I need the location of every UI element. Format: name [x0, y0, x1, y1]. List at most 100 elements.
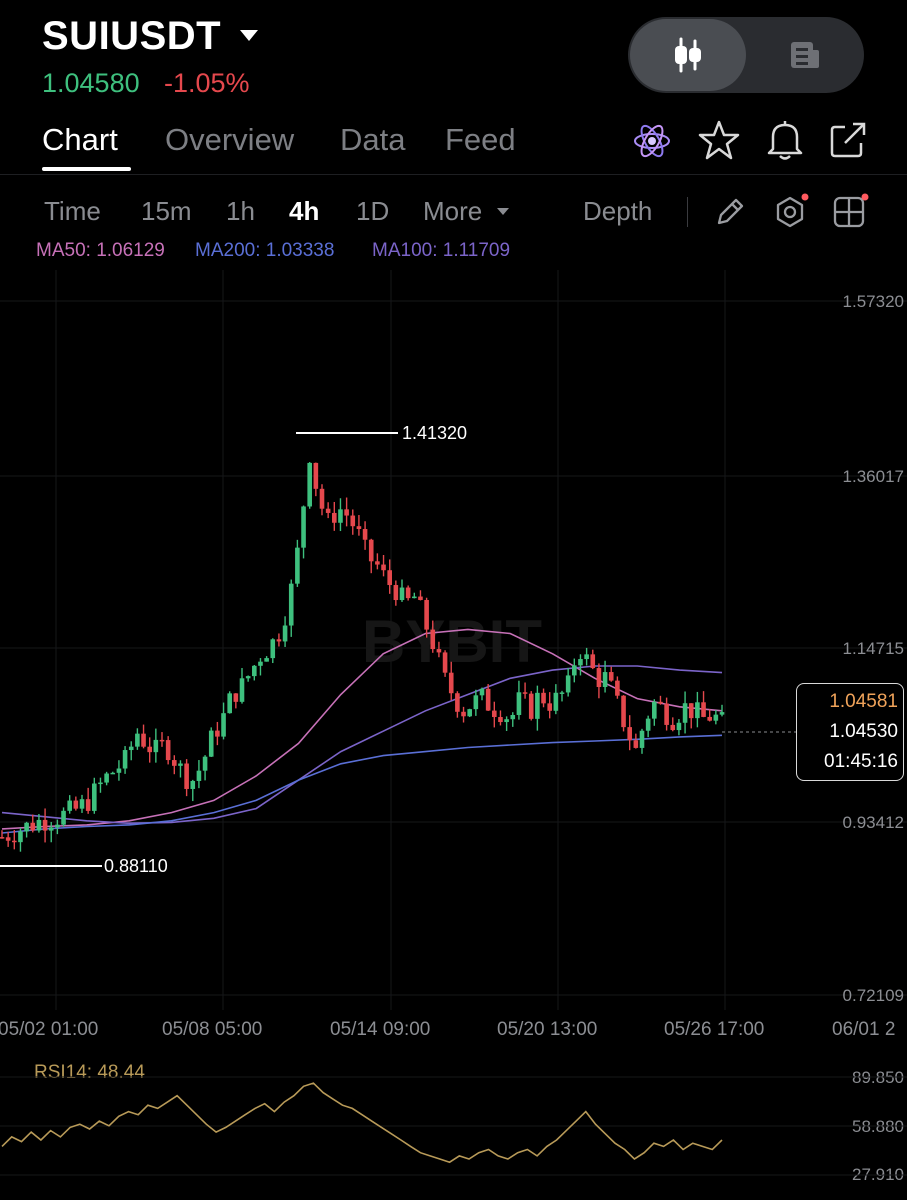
candle — [387, 559, 392, 594]
candle — [184, 759, 189, 797]
timeframe-1d[interactable]: 1D — [356, 196, 390, 226]
depth-button[interactable]: Depth — [583, 196, 653, 226]
candle — [159, 732, 165, 747]
candle — [461, 706, 466, 723]
tab-feed[interactable]: Feed — [445, 122, 516, 157]
hexagon-settings-icon[interactable] — [772, 193, 809, 230]
candle — [467, 708, 472, 718]
candle — [0, 830, 5, 839]
rsi-chart[interactable] — [0, 1060, 907, 1200]
candle — [221, 702, 226, 740]
candle — [608, 666, 614, 682]
candle — [522, 682, 528, 699]
candle — [436, 641, 442, 658]
grid-icon[interactable] — [832, 193, 869, 230]
candlestick-icon — [675, 37, 701, 73]
candle — [590, 649, 596, 670]
notification-dot — [801, 193, 809, 201]
watermark-logo: BYBIT — [362, 608, 542, 675]
candle — [282, 616, 288, 647]
candle — [313, 462, 319, 497]
candle — [399, 579, 405, 602]
candle — [98, 777, 103, 793]
candle — [424, 597, 429, 638]
candle — [239, 668, 245, 704]
candlestick-chart[interactable]: BYBIT — [0, 270, 907, 1010]
candle — [338, 498, 343, 532]
pencil-icon[interactable] — [714, 196, 746, 228]
candle — [615, 676, 620, 699]
candle — [350, 509, 356, 535]
header-divider — [0, 174, 907, 175]
low-price-label: 0.88110 — [104, 856, 168, 876]
candle — [24, 821, 29, 838]
current-price-box — [796, 683, 904, 781]
candle — [85, 787, 91, 814]
candle — [485, 684, 491, 711]
candle — [245, 675, 251, 682]
tab-data[interactable]: Data — [340, 122, 406, 157]
candle — [276, 633, 282, 647]
candle — [196, 760, 202, 789]
timeframe-15m[interactable]: 15m — [141, 196, 192, 226]
timeframe-time[interactable]: Time — [44, 196, 101, 226]
candle — [288, 579, 294, 637]
candle — [172, 755, 177, 775]
candle — [116, 760, 122, 781]
timeframe-1h[interactable]: 1h — [226, 196, 255, 226]
candle — [565, 667, 571, 697]
ma-line-ma200 — [1, 734, 723, 834]
y-tick: 1.36017 — [842, 467, 904, 486]
timeframe-4h[interactable]: 4h — [289, 196, 320, 226]
candle — [190, 779, 196, 802]
candle — [18, 827, 23, 852]
candle — [528, 691, 534, 721]
x-tick: 06/01 2 — [832, 1019, 896, 1040]
candle — [639, 728, 645, 754]
x-tick: 05/08 05:00 — [162, 1019, 263, 1040]
candle — [165, 736, 171, 765]
candle — [627, 715, 632, 751]
candle — [442, 650, 448, 677]
atom-icon[interactable] — [632, 121, 672, 161]
tab-overview[interactable]: Overview — [165, 122, 295, 157]
candle — [553, 684, 559, 715]
x-tick: 05/14 09:00 — [330, 1019, 431, 1040]
candle — [92, 777, 97, 814]
candle — [652, 699, 657, 726]
candle — [319, 484, 325, 516]
notification-dot — [861, 193, 869, 201]
info-view-button[interactable] — [788, 38, 822, 77]
chart-view-button[interactable] — [630, 19, 746, 91]
candle — [504, 716, 509, 731]
candle — [405, 585, 411, 601]
share-icon[interactable] — [829, 121, 867, 159]
candle — [448, 661, 454, 701]
tab-chart[interactable]: Chart — [42, 122, 118, 157]
symbol-title[interactable]: SUIUSDT — [42, 14, 222, 58]
price-box-ma-value: 1.04581 — [829, 691, 898, 712]
candle — [147, 737, 152, 763]
bell-icon[interactable] — [765, 119, 805, 161]
candle — [110, 771, 116, 775]
ma-line-ma50 — [1, 628, 723, 830]
candle — [621, 695, 626, 732]
rsi-line — [1, 1082, 723, 1164]
candle — [208, 727, 214, 757]
ma100-legend: MA100: 1.11709 — [372, 240, 511, 261]
candle — [368, 538, 374, 574]
candle — [362, 521, 368, 550]
candle — [264, 656, 269, 662]
price-box-last-price: 1.04530 — [829, 721, 898, 742]
candle — [713, 710, 719, 725]
candle — [688, 703, 694, 729]
candle — [455, 691, 460, 718]
candle — [682, 691, 688, 734]
ma200-legend: MA200: 1.03338 — [195, 240, 335, 261]
symbol-dropdown-caret-icon[interactable] — [240, 30, 258, 41]
candle — [430, 620, 436, 653]
timeframe-more[interactable]: More — [423, 196, 483, 226]
y-tick: 0.72109 — [842, 986, 904, 1005]
star-icon[interactable] — [698, 119, 740, 161]
candle — [202, 755, 208, 781]
